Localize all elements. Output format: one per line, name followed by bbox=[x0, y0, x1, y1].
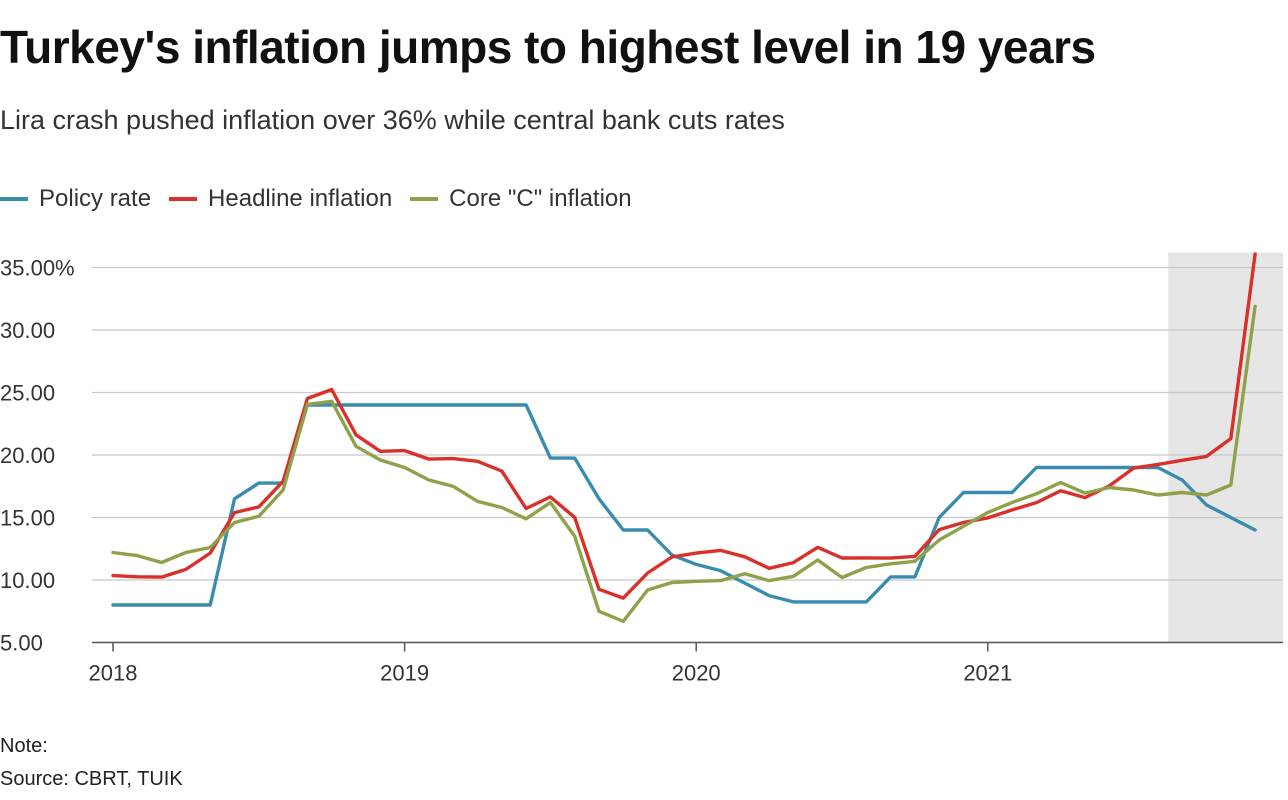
legend-label-policy-rate: Policy rate bbox=[39, 185, 152, 212]
chart-title: Turkey's inflation jumps to highest leve… bbox=[0, 21, 1096, 73]
legend: Policy rate Headline inflation Core "C" … bbox=[0, 185, 650, 213]
y-tick-label: 5.00 bbox=[0, 631, 43, 656]
x-tick-label: 2019 bbox=[380, 661, 429, 686]
legend-swatch-core-inflation bbox=[410, 197, 439, 201]
chart-subtitle: Lira crash pushed inflation over 36% whi… bbox=[0, 105, 785, 135]
legend-swatch-policy-rate bbox=[0, 197, 28, 201]
legend-label-core-inflation: Core "C" inflation bbox=[449, 185, 632, 212]
x-tick-label: 2020 bbox=[672, 661, 721, 686]
chart-note: Note: bbox=[0, 735, 48, 757]
y-tick-label: 35.00% bbox=[0, 256, 75, 281]
core-inflation-line bbox=[111, 304, 1257, 623]
y-tick-label: 15.00 bbox=[0, 506, 55, 531]
chart-source: Source: CBRT, TUIK bbox=[0, 768, 183, 790]
headline-inflation-line bbox=[111, 252, 1257, 600]
policy-rate-line bbox=[111, 403, 1257, 607]
legend-swatch-headline-inflation bbox=[169, 197, 198, 201]
highlight-band bbox=[1168, 252, 1283, 643]
legend-item-policy-rate: Policy rate bbox=[0, 185, 151, 213]
x-tick-label: 2018 bbox=[89, 661, 138, 686]
y-tick-label: 10.00 bbox=[0, 568, 55, 593]
legend-label-headline-inflation: Headline inflation bbox=[208, 185, 393, 212]
y-tick-label: 20.00 bbox=[0, 443, 55, 468]
legend-item-headline-inflation: Headline inflation bbox=[169, 185, 392, 213]
y-tick-label: 30.00 bbox=[0, 318, 55, 343]
x-tick-label: 2021 bbox=[963, 661, 1012, 686]
line-chart: 35.00% 30.00 25.00 20.00 15.00 10.00 5.00 2018 2… bbox=[0, 252, 1283, 686]
y-tick-label: 25.00 bbox=[0, 381, 55, 406]
legend-item-core-inflation: Core "C" inflation bbox=[410, 185, 632, 213]
